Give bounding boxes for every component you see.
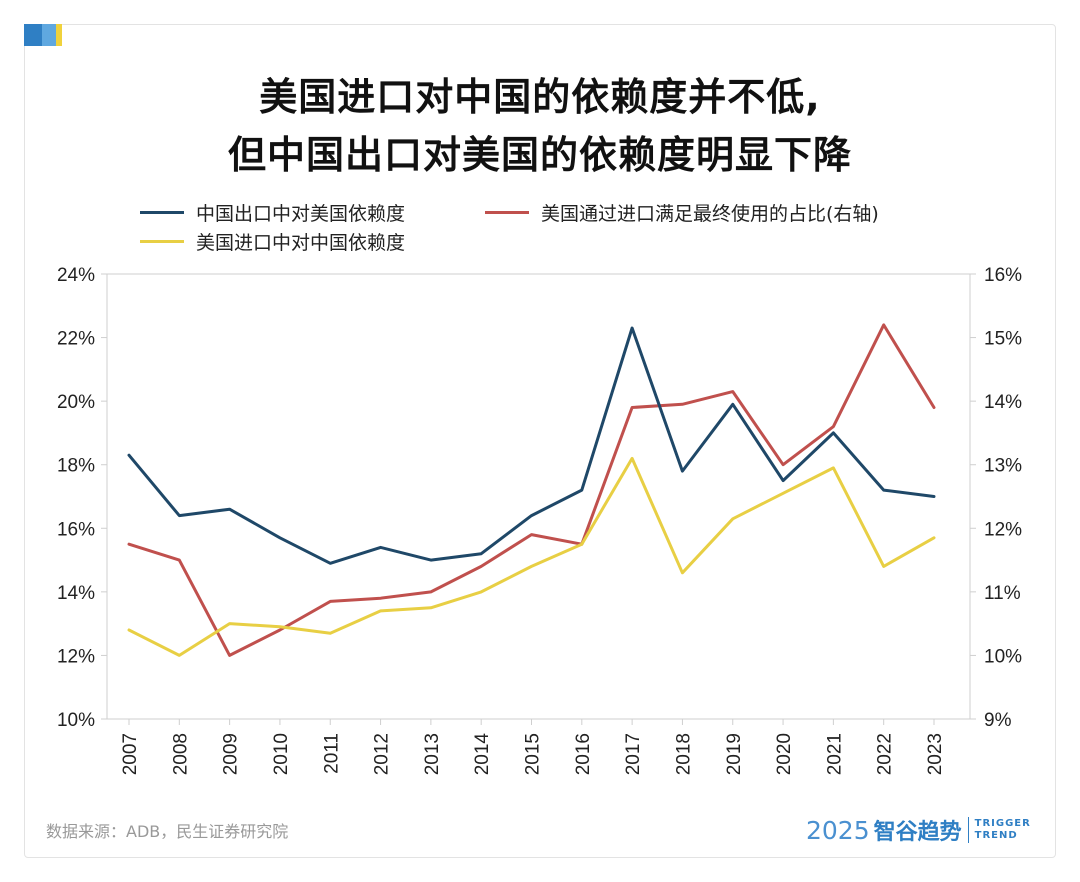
x-tick-label: 2022 bbox=[875, 733, 896, 775]
corner-mark-lightblue bbox=[42, 24, 56, 46]
legend-swatch-navy bbox=[140, 211, 184, 214]
right-tick-label: 14% bbox=[984, 392, 1022, 413]
brand-logo: 2025 智谷趋势 TRIGGER TREND bbox=[806, 814, 1031, 846]
right-tick-label: 10% bbox=[984, 646, 1022, 667]
left-tick-label: 18% bbox=[57, 456, 95, 477]
corner-mark-blue bbox=[24, 24, 42, 46]
x-tick-label: 2021 bbox=[824, 733, 845, 775]
left-tick-label: 24% bbox=[57, 265, 95, 286]
legend-swatch-red bbox=[485, 211, 529, 214]
x-tick-label: 2020 bbox=[774, 733, 795, 775]
left-tick-label: 16% bbox=[57, 519, 95, 540]
right-tick-label: 13% bbox=[984, 456, 1022, 477]
legend-label-china-export: 中国出口中对美国依赖度 bbox=[196, 203, 406, 225]
data-source-note: 数据来源：ADB，民生证券研究院 bbox=[46, 822, 289, 841]
series-line-1 bbox=[127, 323, 936, 657]
legend-swatch-yellow bbox=[140, 240, 184, 243]
x-tick-label: 2007 bbox=[120, 733, 141, 775]
x-tick-label: 2009 bbox=[221, 733, 242, 775]
legend-label-us-final-use: 美国通过进口满足最终使用的占比(右轴) bbox=[541, 203, 879, 225]
x-tick-label: 2017 bbox=[623, 733, 644, 775]
left-tick-label: 22% bbox=[57, 329, 95, 350]
right-tick-label: 15% bbox=[984, 329, 1022, 350]
chart-title-line2: 但中国出口对美国的依赖度明显下降 bbox=[227, 133, 852, 177]
x-tick-label: 2018 bbox=[673, 733, 694, 775]
x-tick-label: 2023 bbox=[925, 733, 946, 775]
right-tick-label: 9% bbox=[984, 710, 1012, 731]
x-tick-label: 2012 bbox=[372, 733, 393, 775]
left-tick-label: 12% bbox=[57, 646, 95, 667]
corner-brand-mark bbox=[24, 24, 62, 46]
brand-separator bbox=[967, 817, 969, 843]
brand-year: 2025 bbox=[806, 815, 870, 845]
left-tick-label: 14% bbox=[57, 583, 95, 604]
brand-english: TRIGGER TREND bbox=[975, 818, 1031, 842]
left-tick-label: 10% bbox=[57, 710, 95, 731]
x-tick-label: 2013 bbox=[422, 733, 443, 775]
legend-item-us-final-use: 美国通过进口满足最终使用的占比(右轴) bbox=[485, 199, 879, 226]
legend-item-us-import: 美国进口中对中国依赖度 bbox=[140, 228, 405, 255]
x-tick-label: 2014 bbox=[472, 733, 493, 776]
right-tick-label: 16% bbox=[984, 265, 1022, 286]
left-tick-label: 20% bbox=[57, 392, 95, 413]
chart-title-line1: 美国进口对中国的依赖度并不低, bbox=[259, 75, 821, 119]
plot-frame bbox=[106, 273, 971, 720]
corner-mark-yellow bbox=[56, 24, 62, 46]
x-tick-label: 2011 bbox=[321, 733, 342, 774]
series-line-2 bbox=[127, 456, 936, 657]
brand-english-line2: TREND bbox=[974, 830, 1018, 841]
x-tick-label: 2008 bbox=[170, 733, 191, 775]
series-line-0 bbox=[127, 326, 936, 565]
x-tick-label: 2015 bbox=[523, 733, 544, 775]
x-tick-label: 2010 bbox=[271, 733, 292, 775]
legend-item-china-export: 中国出口中对美国依赖度 bbox=[140, 199, 405, 226]
right-tick-label: 11% bbox=[984, 583, 1021, 604]
right-tick-label: 12% bbox=[984, 519, 1022, 540]
x-tick-label: 2016 bbox=[573, 733, 594, 775]
x-tick-label: 2019 bbox=[724, 733, 745, 775]
legend-label-us-import: 美国进口中对中国依赖度 bbox=[196, 232, 406, 254]
brand-english-line1: TRIGGER bbox=[974, 818, 1031, 829]
brand-name: 智谷趋势 bbox=[873, 820, 962, 845]
